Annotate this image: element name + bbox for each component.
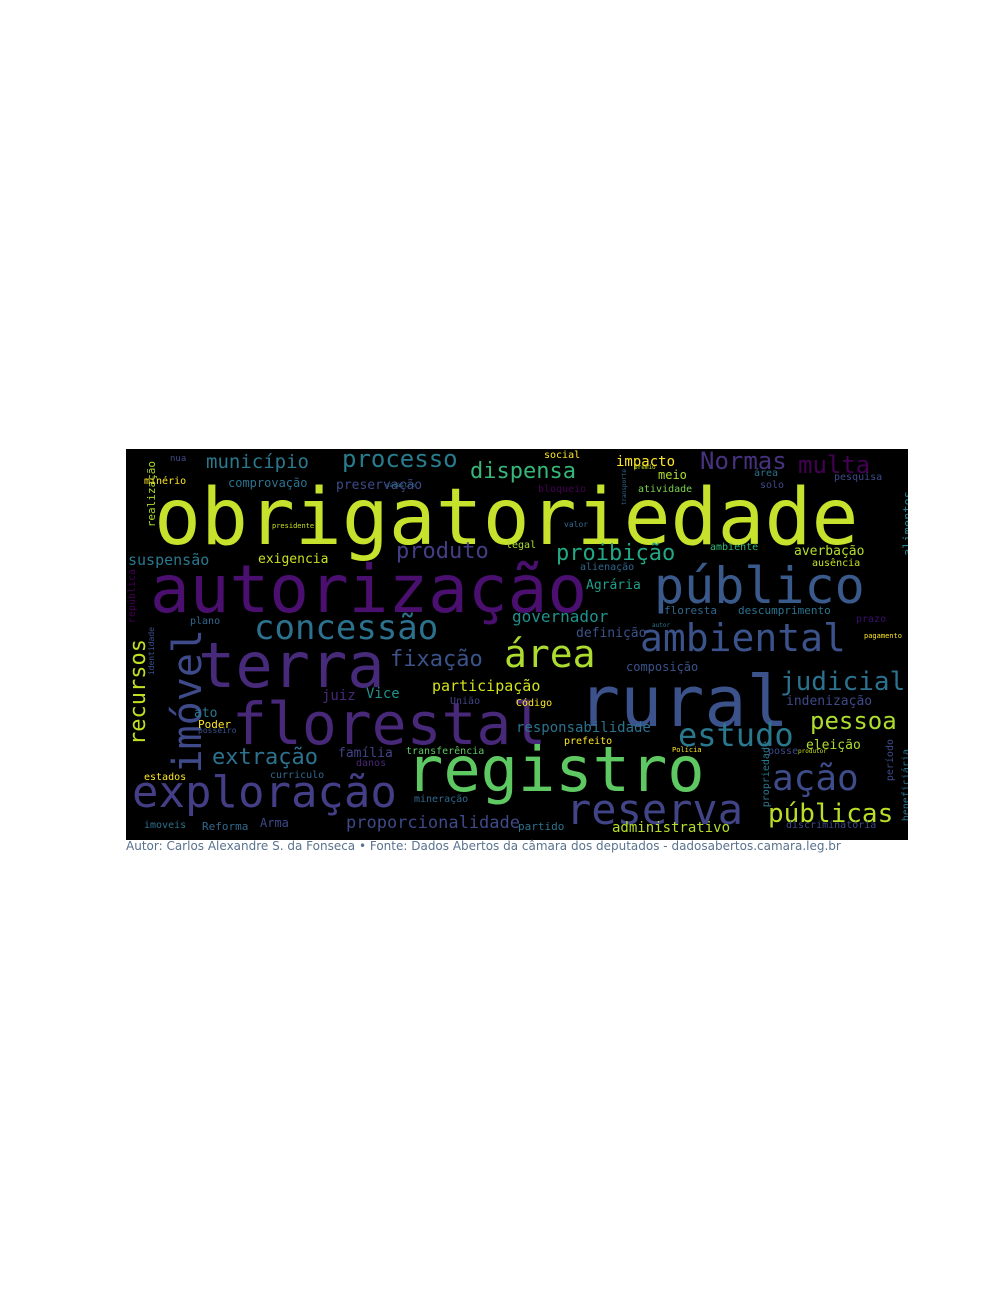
cloud-word: obrigatoriedade [154, 473, 859, 563]
cloud-word: Código [516, 698, 553, 709]
cloud-word: curriculo [270, 770, 325, 781]
cloud-word: comprovação [228, 476, 308, 490]
cloud-word: partido [518, 820, 565, 833]
cloud-word: Normas [700, 449, 787, 475]
cloud-word: eleição [806, 738, 861, 753]
cloud-word: terra [198, 629, 385, 702]
cloud-word: imóvel [165, 629, 211, 774]
cloud-word: suspensão [128, 551, 210, 569]
cloud-word: proibição [556, 541, 676, 566]
cloud-word: área [754, 468, 779, 479]
cloud-word: averbação [794, 544, 865, 559]
cloud-word: composição [626, 660, 699, 674]
cloud-word: meio [658, 468, 687, 482]
cloud-word: transporte [621, 469, 628, 506]
cloud-word: danos [356, 758, 387, 769]
cloud-word: públicas [768, 799, 894, 829]
cloud-word: pagamento [864, 632, 902, 640]
cloud-word: transferência [406, 746, 485, 757]
cloud-word: ausência [812, 558, 861, 569]
cloud-word: discriminatória [786, 820, 877, 831]
cloud-word: Agrária [586, 578, 641, 593]
cloud-word: impacto [616, 454, 676, 470]
cloud-word: responsabilidade [516, 720, 651, 736]
cloud-word: realização [145, 461, 158, 528]
cloud-word: mineração [414, 794, 469, 805]
cloud-word: governador [512, 607, 609, 626]
cloud-word: processo [342, 449, 458, 473]
cloud-word: Poder [198, 718, 232, 731]
cloud-word: prazo [856, 614, 887, 625]
cloud-word: dispensa [470, 459, 576, 484]
cloud-word: bloqueio [538, 484, 587, 495]
cloud-word: preservação [336, 478, 423, 493]
cloud-word: período [885, 739, 896, 782]
source-caption: Autor: Carlos Alexandre S. da Fonseca • … [126, 839, 841, 853]
cloud-word: autorização [150, 551, 588, 628]
cloud-word: município [206, 451, 309, 473]
cloud-word: posseiro [198, 726, 237, 735]
cloud-word: nua [170, 454, 187, 464]
cloud-word: ambiente [710, 542, 759, 553]
cloud-word: concessão [254, 608, 439, 648]
cloud-word: alienação [580, 562, 635, 573]
cloud-word: administrativo [612, 820, 731, 836]
cloud-word: alimentos [901, 491, 908, 557]
cloud-word: público [654, 557, 865, 615]
cloud-word: fixação [390, 647, 483, 672]
cloud-word: social [544, 450, 581, 461]
cloud-word: rural [578, 661, 789, 743]
cloud-word: exploração [132, 767, 397, 818]
cloud-word: extração [212, 745, 318, 770]
cloud-word: ato [194, 706, 218, 721]
cloud-word: identidade [147, 627, 156, 676]
cloud-word: floresta [664, 604, 717, 617]
cloud-word: multa [798, 451, 871, 479]
cloud-word: Arma [260, 816, 289, 830]
cloud-word: reserva [566, 785, 744, 834]
cloud-word: estados [144, 772, 187, 783]
cloud-word: ação [772, 758, 859, 799]
cloud-word: definição [576, 626, 647, 641]
cloud-word: descumprimento [738, 604, 831, 617]
cloud-word: propriedade [761, 741, 772, 808]
cloud-word: exigencia [258, 552, 329, 567]
cloud-word: prefeito [564, 736, 613, 747]
cloud-word: indenização [786, 694, 873, 709]
cloud-word: pesquisa [834, 472, 883, 483]
cloud-word: florestal [232, 690, 547, 758]
cloud-word: prêmio [634, 464, 656, 471]
cloud-word: ambiental [640, 616, 846, 660]
cloud-word: juiz [322, 688, 356, 704]
cloud-word: área [504, 632, 596, 676]
cloud-word: pessoa [810, 707, 897, 735]
cloud-word: valor [564, 520, 589, 529]
cloud-word: proporcionalidade [346, 813, 520, 833]
cloud-word: imoveis [144, 820, 187, 831]
cloud-word: estudo [678, 716, 794, 754]
cloud-word: legal [506, 540, 537, 551]
cloud-word: judicial [780, 667, 906, 697]
cloud-word: União [450, 696, 481, 707]
cloud-word: beneficiária [901, 749, 908, 822]
cloud-word: Polícia [672, 746, 702, 754]
cloud-word: solo [760, 480, 785, 491]
cloud-word: minério [144, 476, 187, 487]
cloud-word: república [127, 569, 138, 624]
cloud-word: família [338, 746, 393, 761]
cloud-word: produtor [798, 748, 827, 755]
cloud-word: cadastro [386, 482, 415, 489]
cloud-word: registro [406, 733, 705, 806]
cloud-word: plano [190, 616, 221, 627]
word-cloud: obrigatoriedade autorização público terra ru… [126, 449, 908, 840]
cloud-word: autor [652, 622, 671, 629]
cloud-word: posse [768, 746, 799, 757]
cloud-word: participação [432, 677, 541, 695]
cloud-word: produto [396, 539, 489, 564]
cloud-word: atividade [638, 484, 693, 495]
cloud-word: Reforma [202, 820, 249, 833]
cloud-word: Vice [366, 686, 400, 702]
cloud-word: presidente [272, 522, 315, 530]
